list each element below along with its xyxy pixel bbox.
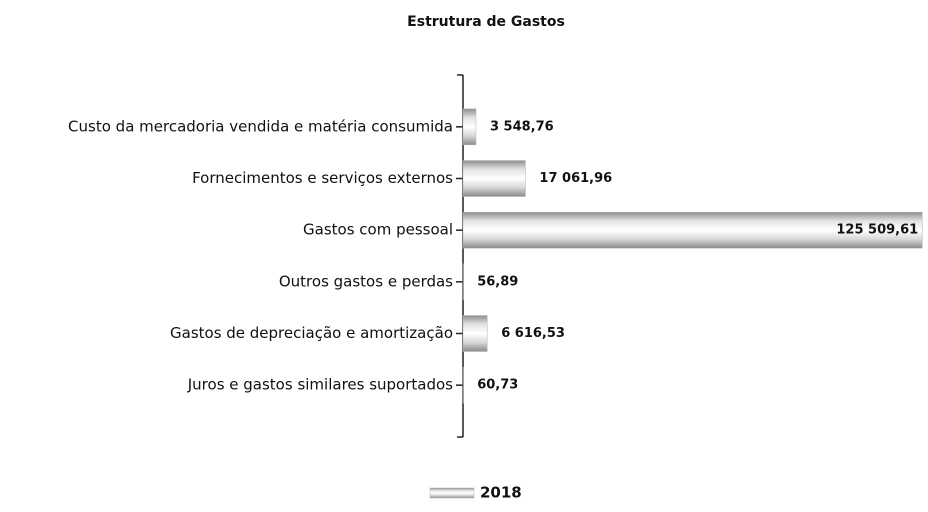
chart-title: Estrutura de Gastos: [407, 14, 565, 30]
y-tick-label: Custo da mercadoria vendida e matéria co…: [68, 117, 453, 135]
data-label: 3 548,76: [490, 119, 554, 134]
y-tick-label: Gastos de depreciação e amortização: [170, 324, 453, 342]
data-label: 60,73: [477, 378, 518, 393]
bar: [462, 315, 488, 352]
data-label: 56,89: [477, 274, 518, 289]
y-tick-label: Outros gastos e perdas: [279, 272, 453, 290]
y-tick-label: Gastos com pessoal: [303, 221, 453, 239]
legend-swatch: [429, 487, 475, 499]
y-tick-label: Juros e gastos similares suportados: [187, 376, 453, 394]
y-tick-label: Fornecimentos e serviços externos: [192, 169, 453, 187]
legend-label: 2018: [480, 484, 522, 502]
data-label: 125 509,61: [836, 223, 918, 238]
data-label: 17 061,96: [539, 171, 612, 186]
data-label: 6 616,53: [501, 326, 565, 341]
bar: [462, 108, 477, 146]
bar: [462, 160, 526, 197]
bar: [462, 211, 923, 249]
